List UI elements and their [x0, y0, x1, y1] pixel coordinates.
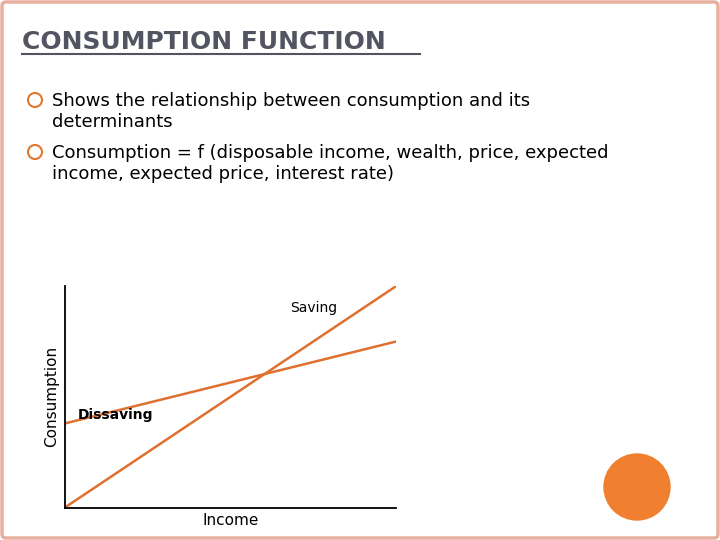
X-axis label: Income: Income: [202, 513, 258, 528]
Text: Shows the relationship between consumption and its: Shows the relationship between consumpti…: [52, 92, 530, 110]
Circle shape: [604, 454, 670, 520]
Text: Consumption = f (disposable income, wealth, price, expected: Consumption = f (disposable income, weal…: [52, 144, 608, 162]
Text: Dissaving: Dissaving: [78, 408, 153, 422]
Text: Saving: Saving: [290, 301, 337, 315]
Text: CONSUMPTION FUNCTION: CONSUMPTION FUNCTION: [22, 30, 386, 54]
Text: income, expected price, interest rate): income, expected price, interest rate): [52, 165, 394, 183]
Text: determinants: determinants: [52, 113, 173, 131]
Y-axis label: Consumption: Consumption: [44, 346, 59, 448]
